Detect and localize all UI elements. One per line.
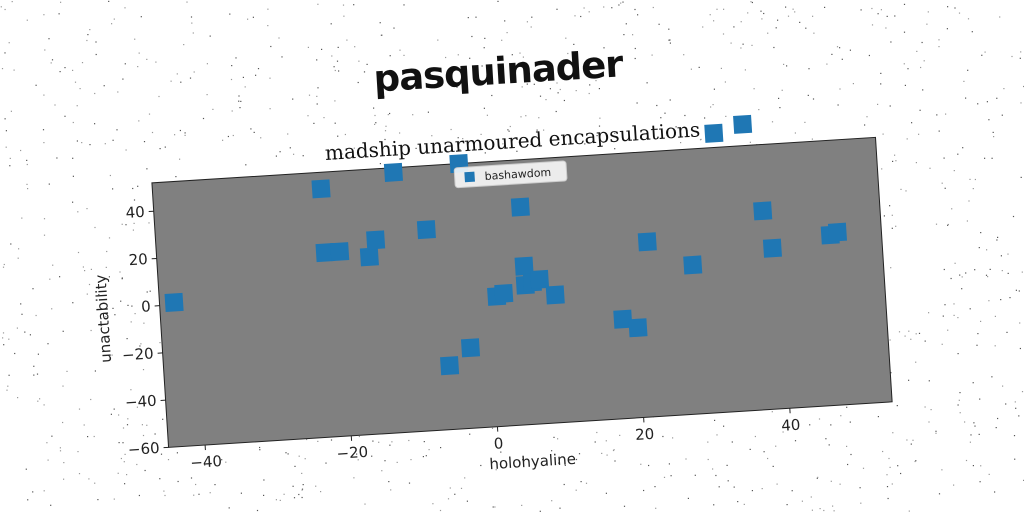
y-axis: −60 −40 −20 0 20 40	[121, 203, 169, 459]
data-point	[366, 230, 386, 250]
data-point	[416, 220, 436, 240]
data-point	[637, 232, 657, 252]
data-point	[315, 243, 335, 263]
y-tick-label: 0	[141, 297, 152, 316]
x-tick-label: −20	[336, 443, 369, 463]
legend-box	[453, 160, 568, 189]
data-point	[164, 292, 184, 312]
data-point	[359, 247, 379, 267]
data-point	[440, 356, 460, 376]
data-point	[733, 114, 753, 134]
data-point	[613, 309, 633, 329]
data-point	[753, 201, 773, 221]
data-point	[311, 179, 331, 199]
data-point	[827, 222, 848, 242]
data-point	[494, 283, 514, 304]
scatter-points	[164, 114, 848, 376]
x-tick-label: 20	[635, 425, 655, 444]
x-tick-label: −40	[190, 452, 223, 472]
y-tick-label: −40	[124, 392, 157, 412]
y-axis-label: unactability	[92, 274, 116, 363]
x-axis: −40 −20 0 20 40	[190, 408, 801, 472]
data-point	[545, 285, 565, 305]
data-point	[510, 197, 530, 217]
y-tick-label: 40	[125, 203, 145, 222]
x-axis-label: holohyaline	[489, 450, 577, 473]
legend-marker	[464, 171, 475, 183]
data-point	[383, 162, 403, 182]
x-tick-label: 0	[493, 434, 504, 453]
x-tick-label: 40	[781, 416, 801, 435]
data-point	[529, 269, 550, 289]
data-point	[460, 338, 481, 358]
legend-label: bashawdom	[484, 166, 551, 183]
data-point	[514, 256, 534, 276]
y-tick-label: −20	[121, 344, 154, 364]
data-point	[330, 242, 350, 262]
y-tick-label: −60	[127, 439, 160, 459]
data-point	[704, 123, 724, 143]
data-point	[628, 318, 648, 338]
data-point	[683, 255, 703, 275]
data-point	[762, 238, 782, 258]
y-tick-label: 20	[128, 250, 148, 269]
legend: bashawdom	[453, 160, 568, 189]
